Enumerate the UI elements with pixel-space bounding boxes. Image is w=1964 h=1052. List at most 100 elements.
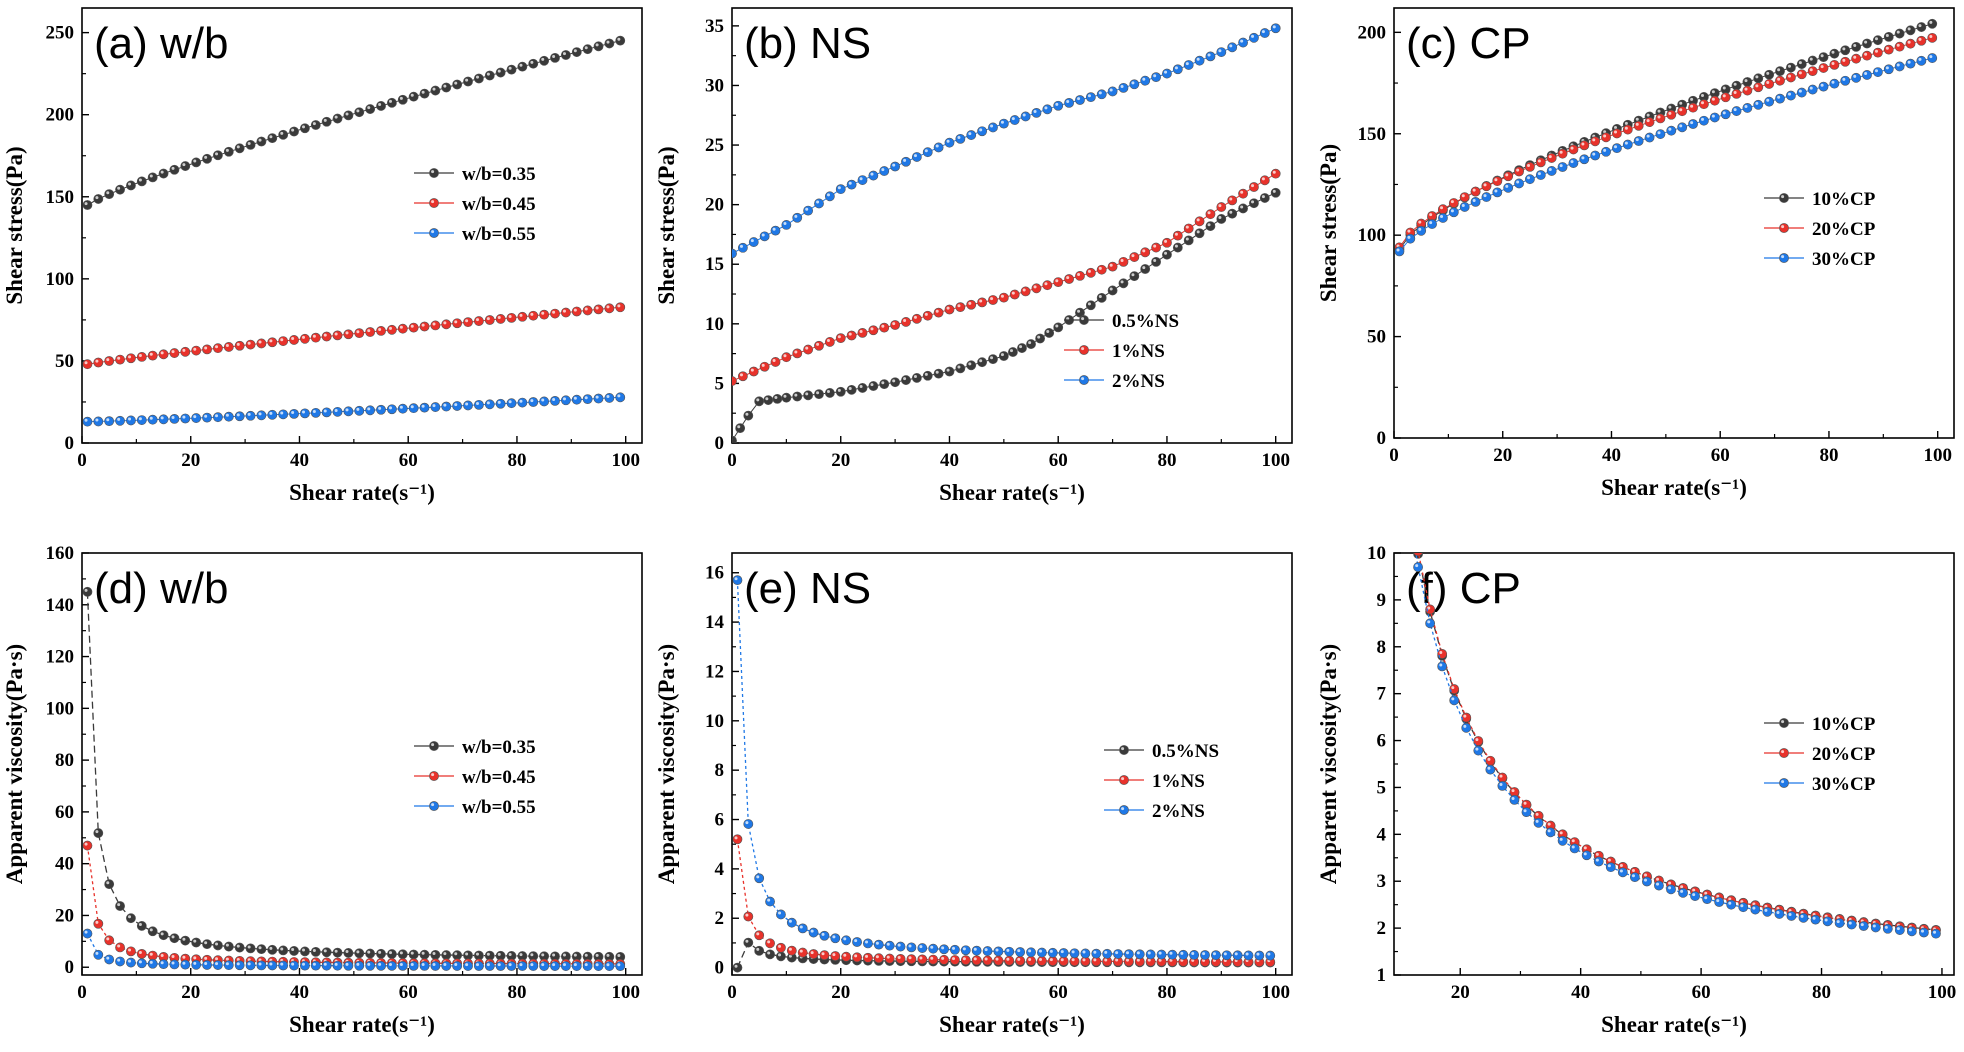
marker-highlight	[745, 913, 749, 917]
data-point-20%CP	[1753, 82, 1764, 93]
data-point-w/b=0.45	[300, 333, 310, 344]
data-point-20%CP	[1862, 50, 1872, 61]
data-point-2%NS	[1151, 72, 1161, 83]
y-tick-label: 0	[65, 433, 75, 454]
data-point-w/b=0.55	[82, 416, 93, 427]
marker-highlight	[1864, 40, 1868, 44]
data-point-w/b=0.55	[571, 394, 582, 405]
data-point-30%CP	[1785, 90, 1796, 101]
marker-highlight	[1619, 864, 1623, 868]
data-point-1%NS	[786, 945, 797, 956]
marker-highlight	[919, 945, 923, 949]
marker-highlight	[443, 84, 447, 88]
marker-highlight	[924, 312, 928, 316]
marker-highlight	[805, 346, 809, 350]
marker-highlight	[1039, 949, 1043, 953]
marker-highlight	[1571, 839, 1575, 843]
series-line-1%NS	[732, 173, 1276, 382]
data-point-w/b=0.55	[343, 960, 354, 971]
data-point-w/b=0.55	[256, 960, 267, 971]
data-point-w/b=0.55	[136, 958, 147, 969]
data-point-w/b=0.35	[387, 97, 397, 108]
marker-highlight	[345, 950, 349, 954]
marker-highlight	[892, 322, 896, 326]
marker-highlight	[1644, 878, 1648, 882]
marker-highlight	[826, 390, 830, 394]
data-point-30%CP	[1601, 146, 1611, 157]
marker-highlight	[606, 40, 610, 44]
legend-label: 10%CP	[1812, 189, 1876, 210]
data-point-30%CP	[1427, 219, 1437, 229]
marker-highlight	[1764, 908, 1768, 912]
legend: w/b=0.35w/b=0.45w/b=0.55	[414, 164, 536, 245]
data-point-20%CP	[1535, 157, 1546, 168]
data-point-0.5%NS	[1053, 322, 1064, 333]
data-point-2%NS	[1042, 104, 1053, 115]
marker-highlight	[465, 402, 469, 406]
marker-highlight	[1848, 921, 1852, 925]
data-point-1%NS	[835, 333, 846, 344]
data-point-0.5%NS	[1140, 264, 1151, 274]
marker-highlight	[1537, 172, 1541, 176]
marker-highlight	[1744, 87, 1748, 91]
marker-highlight	[1679, 108, 1683, 112]
data-point-w/b=0.55	[495, 961, 506, 971]
y-tick-label: 10	[1367, 543, 1386, 564]
marker-highlight	[1174, 66, 1178, 70]
data-point-2%NS	[1238, 37, 1248, 48]
data-point-2%NS	[1058, 948, 1069, 958]
y-tick-label: 7	[1377, 684, 1387, 705]
legend-marker	[429, 801, 439, 811]
data-point-w/b=0.35	[126, 180, 136, 191]
data-point-2%NS	[1009, 115, 1020, 125]
data-point-1%NS	[1238, 188, 1248, 199]
data-point-w/b=0.55	[604, 393, 615, 403]
x-tick-label: 100	[1261, 450, 1290, 471]
marker-highlight	[367, 329, 371, 333]
marker-highlight	[1472, 188, 1476, 192]
marker-highlight	[432, 963, 436, 967]
marker-highlight	[979, 359, 983, 363]
marker-highlight	[734, 836, 738, 840]
marker-highlight	[1690, 97, 1694, 101]
marker-highlight	[595, 306, 599, 310]
y-tick-label: 160	[46, 543, 75, 564]
marker-highlight	[1798, 61, 1802, 65]
marker-highlight	[1174, 232, 1178, 236]
data-point-w/b=0.35	[495, 67, 506, 78]
marker-highlight	[323, 949, 327, 953]
data-point-w/b=0.35	[560, 50, 571, 60]
marker-highlight	[995, 948, 999, 952]
marker-highlight	[1788, 913, 1792, 917]
marker-highlight	[149, 352, 153, 356]
marker-highlight	[1722, 94, 1726, 98]
data-point-w/b=0.35	[104, 879, 115, 890]
data-point-w/b=0.55	[321, 960, 332, 971]
data-point-10%CP	[1775, 66, 1785, 77]
data-point-30%CP	[1731, 106, 1742, 116]
marker-highlight	[345, 408, 349, 412]
data-point-2%NS	[835, 184, 846, 195]
marker-highlight	[431, 743, 435, 747]
marker-highlight	[225, 962, 229, 966]
data-point-0.5%NS	[1194, 228, 1205, 239]
marker-highlight	[584, 953, 588, 957]
marker-highlight	[1082, 950, 1086, 954]
x-axis-label: Shear rate(s⁻¹)	[1601, 1012, 1747, 1037]
data-point-w/b=0.55	[571, 961, 582, 971]
marker-highlight	[475, 318, 479, 322]
data-point-30%CP	[1485, 764, 1496, 775]
marker-highlight	[431, 170, 435, 174]
data-point-w/b=0.55	[267, 409, 278, 420]
marker-highlight	[1077, 97, 1081, 101]
marker-highlight	[573, 49, 577, 53]
marker-highlight	[1548, 168, 1552, 172]
y-tick-label: 2	[1377, 918, 1387, 939]
data-point-2%NS	[950, 944, 960, 955]
marker-highlight	[837, 388, 841, 392]
data-point-w/b=0.45	[528, 310, 539, 321]
panel-title: (e) NS	[744, 564, 871, 613]
marker-highlight	[1077, 309, 1081, 313]
marker-highlight	[530, 312, 534, 316]
